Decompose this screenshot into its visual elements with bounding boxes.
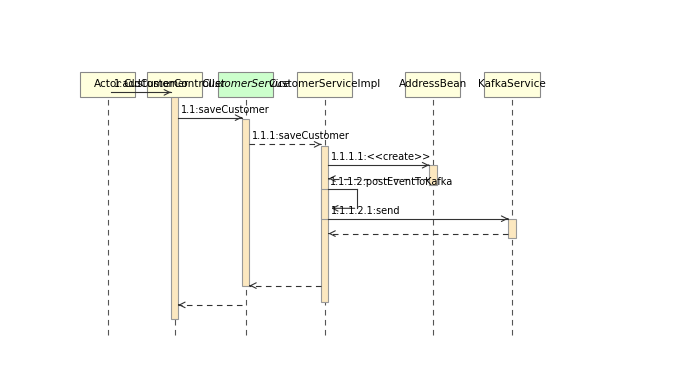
Bar xyxy=(297,71,352,97)
Bar xyxy=(405,71,460,97)
Text: 1.1.1.2.1:send: 1.1.1.2.1:send xyxy=(331,206,401,216)
Text: CustomerController: CustomerController xyxy=(123,79,226,89)
Text: Actor: Actor xyxy=(94,79,122,89)
Text: 1.1.1.2:postEventToKafka: 1.1.1.2:postEventToKafka xyxy=(330,177,454,186)
Bar xyxy=(508,219,515,238)
Bar xyxy=(321,146,328,302)
Text: 1.1.1:saveCustomer: 1.1.1:saveCustomer xyxy=(252,131,350,141)
Bar xyxy=(80,71,135,97)
Text: CustomerServiceImpl: CustomerServiceImpl xyxy=(269,79,381,89)
Bar xyxy=(242,119,250,286)
Text: 1:addCustomer: 1:addCustomer xyxy=(114,80,189,90)
Text: 1.1:saveCustomer: 1.1:saveCustomer xyxy=(181,105,270,115)
Bar xyxy=(321,189,328,219)
Text: 1.1.1.1:<<create>>: 1.1.1.1:<<create>> xyxy=(331,152,431,162)
Bar xyxy=(484,71,539,97)
Text: KafkaService: KafkaService xyxy=(478,79,546,89)
Bar xyxy=(147,71,202,97)
Bar xyxy=(218,71,273,97)
Text: CustomerService: CustomerService xyxy=(201,79,290,89)
Bar xyxy=(429,165,437,185)
Text: AddressBean: AddressBean xyxy=(398,79,467,89)
Bar xyxy=(171,94,178,319)
